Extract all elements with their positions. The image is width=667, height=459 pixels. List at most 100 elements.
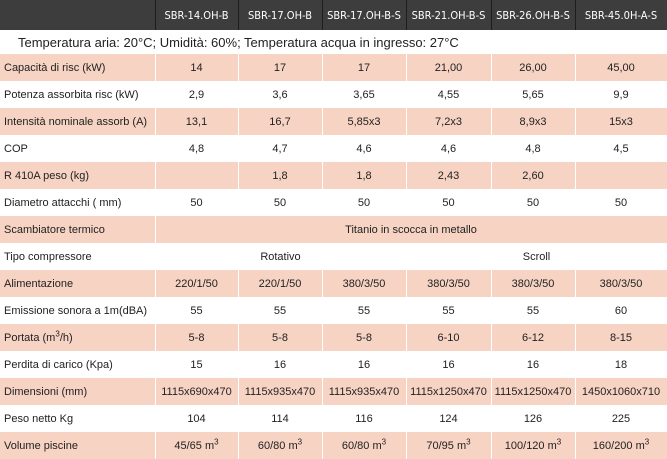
table-cell: 380/3/50 bbox=[322, 270, 407, 297]
cell-value: 6-12 bbox=[521, 331, 545, 344]
cell-value: 16 bbox=[357, 358, 371, 371]
table-cell: 4,8 bbox=[491, 135, 576, 162]
table-cell: 5-8 bbox=[322, 324, 407, 351]
cell-value: 55 bbox=[357, 304, 371, 317]
cell-value: 45,00 bbox=[607, 61, 635, 74]
cell-value: 14 bbox=[190, 61, 203, 74]
model-header: SBR-17.OH-B bbox=[238, 0, 323, 30]
model-header: SBR-45.0H-A-S bbox=[575, 0, 667, 30]
cell-value: 100/120 m bbox=[504, 439, 557, 452]
cell-value: 6-10 bbox=[437, 331, 460, 344]
cell-value: 4,8 bbox=[525, 142, 541, 155]
cell-value: 55 bbox=[273, 304, 287, 317]
superscript: 3 bbox=[381, 436, 387, 446]
test-conditions-row: Temperatura aria: 20°C; Umidità: 60%; Te… bbox=[0, 30, 667, 54]
table-cell: 4,8 bbox=[155, 135, 239, 162]
table-cell: 55 bbox=[406, 297, 492, 324]
table-row: Dimensioni (mm) 1115x690x470 1115x935x470 1… bbox=[0, 378, 667, 405]
table-cell: 5-8 bbox=[238, 324, 323, 351]
cell-value: 60/80 m bbox=[341, 439, 382, 452]
cell-value: 4,6 bbox=[356, 142, 372, 155]
cell-value: 55 bbox=[442, 304, 455, 317]
table-cell: 26,00 bbox=[491, 54, 576, 81]
cell-value: 380/3/50 bbox=[342, 277, 386, 290]
table-cell: 3,6 bbox=[238, 81, 323, 108]
cell-value: 13,1 bbox=[185, 115, 208, 128]
row-label: COP bbox=[0, 135, 156, 162]
cell-value: 8,9x3 bbox=[519, 115, 547, 128]
table-row: Capacità di risc (kW) 14 17 17 21,00 26,00 45,… bbox=[0, 54, 667, 81]
cell-value: 5,85x3 bbox=[347, 115, 381, 128]
model-header: SBR-21.OH-B-S bbox=[406, 0, 492, 30]
table-cell: 55 bbox=[491, 297, 576, 324]
table-cell: 116 bbox=[322, 405, 407, 432]
row-label: Dimensioni (mm) bbox=[0, 378, 156, 405]
table-cell: 160/200 m3 bbox=[575, 432, 667, 459]
cell-value: 5-8 bbox=[356, 331, 372, 344]
cell-value: 5-8 bbox=[188, 331, 205, 344]
superscript: 3 bbox=[466, 436, 471, 446]
table-cell: 225 bbox=[575, 405, 667, 432]
cell-value: 4,55 bbox=[437, 88, 460, 101]
cell-value: 5,65 bbox=[522, 88, 544, 101]
row-label: Diametro attacchi ( mm) bbox=[0, 189, 156, 216]
row-label: Volume piscine bbox=[0, 432, 156, 459]
cell-value: 3,65 bbox=[353, 88, 375, 101]
superscript: 3 bbox=[214, 436, 219, 446]
row-label: Capacità di risc (kW) bbox=[0, 54, 156, 81]
cell-value: 126 bbox=[523, 412, 543, 425]
table-cell: 4,6 bbox=[322, 135, 407, 162]
cell-value: 50 bbox=[190, 196, 203, 209]
table-cell: 2,43 bbox=[406, 162, 492, 189]
test-conditions: Temperatura aria: 20°C; Umidità: 60%; Te… bbox=[0, 30, 667, 54]
cell-value: 9,9 bbox=[613, 88, 629, 101]
cell-value: 380/3/50 bbox=[599, 277, 643, 290]
cell-value: 160/200 m bbox=[592, 439, 645, 452]
cell-value: 16 bbox=[442, 358, 455, 371]
cell-value: 7,2x3 bbox=[435, 115, 462, 128]
cell-value: 50 bbox=[357, 196, 371, 209]
table-cell: 5,85x3 bbox=[322, 108, 407, 135]
table-cell: 1,8 bbox=[322, 162, 407, 189]
table-cell: 6-10 bbox=[406, 324, 492, 351]
row-label: Peso netto Kg bbox=[0, 405, 156, 432]
table-cell: 16,7 bbox=[238, 108, 323, 135]
header-corner bbox=[0, 0, 156, 30]
table-cell: 16 bbox=[406, 351, 492, 378]
row-label: Potenza assorbita risc (kW) bbox=[0, 81, 156, 108]
table-cell: 45,00 bbox=[575, 54, 667, 81]
row-label: Intensità nominale assorb (A) bbox=[0, 108, 156, 135]
cell-value: 3,6 bbox=[272, 88, 288, 101]
table-cell: 50 bbox=[155, 189, 239, 216]
cell-value: 26,00 bbox=[519, 61, 547, 74]
cell-value: 5-8 bbox=[272, 331, 288, 344]
cell-value: 104 bbox=[187, 412, 206, 425]
table-row: Intensità nominale assorb (A) 13,1 16,7 5,8… bbox=[0, 108, 667, 135]
cell-value: 15 bbox=[190, 358, 203, 371]
cell-value: 60/80 m bbox=[257, 439, 298, 452]
cell-value: 2,9 bbox=[188, 88, 205, 101]
table-cell: 4,7 bbox=[238, 135, 323, 162]
table-row: Diametro attacchi ( mm) 50 50 50 50 50 50 bbox=[0, 189, 667, 216]
table-row: COP 4,8 4,7 4,6 4,6 4,8 4,5 bbox=[0, 135, 667, 162]
table-cell bbox=[575, 162, 667, 189]
table-cell: 2,9 bbox=[155, 81, 239, 108]
model-header: SBR-14.OH-B bbox=[155, 0, 239, 30]
cell-value: 4,7 bbox=[272, 142, 288, 155]
row-label: Portata (m3/h) bbox=[0, 324, 156, 351]
row-label-text: Portata (m bbox=[4, 331, 56, 344]
model-header: SBR-17.OH-B-S bbox=[322, 0, 407, 30]
table-cell: 45/65 m3 bbox=[155, 432, 239, 459]
superscript: 3 bbox=[556, 436, 562, 446]
table-cell: 1450x1060x710 bbox=[575, 378, 667, 405]
cell-value: 21,00 bbox=[434, 61, 463, 74]
table-row: Alimentazione 220/1/50 220/1/50 380/3/50 380… bbox=[0, 270, 667, 297]
model-header: SBR-26.OH-B-S bbox=[491, 0, 576, 30]
table-cell: 17 bbox=[238, 54, 323, 81]
table-cell: 50 bbox=[238, 189, 323, 216]
table-cell: 380/3/50 bbox=[575, 270, 667, 297]
table-cell: 4,55 bbox=[406, 81, 492, 108]
table-cell: 380/3/50 bbox=[406, 270, 492, 297]
cell-value: 55 bbox=[190, 304, 203, 317]
cell-value: 16 bbox=[526, 358, 540, 371]
